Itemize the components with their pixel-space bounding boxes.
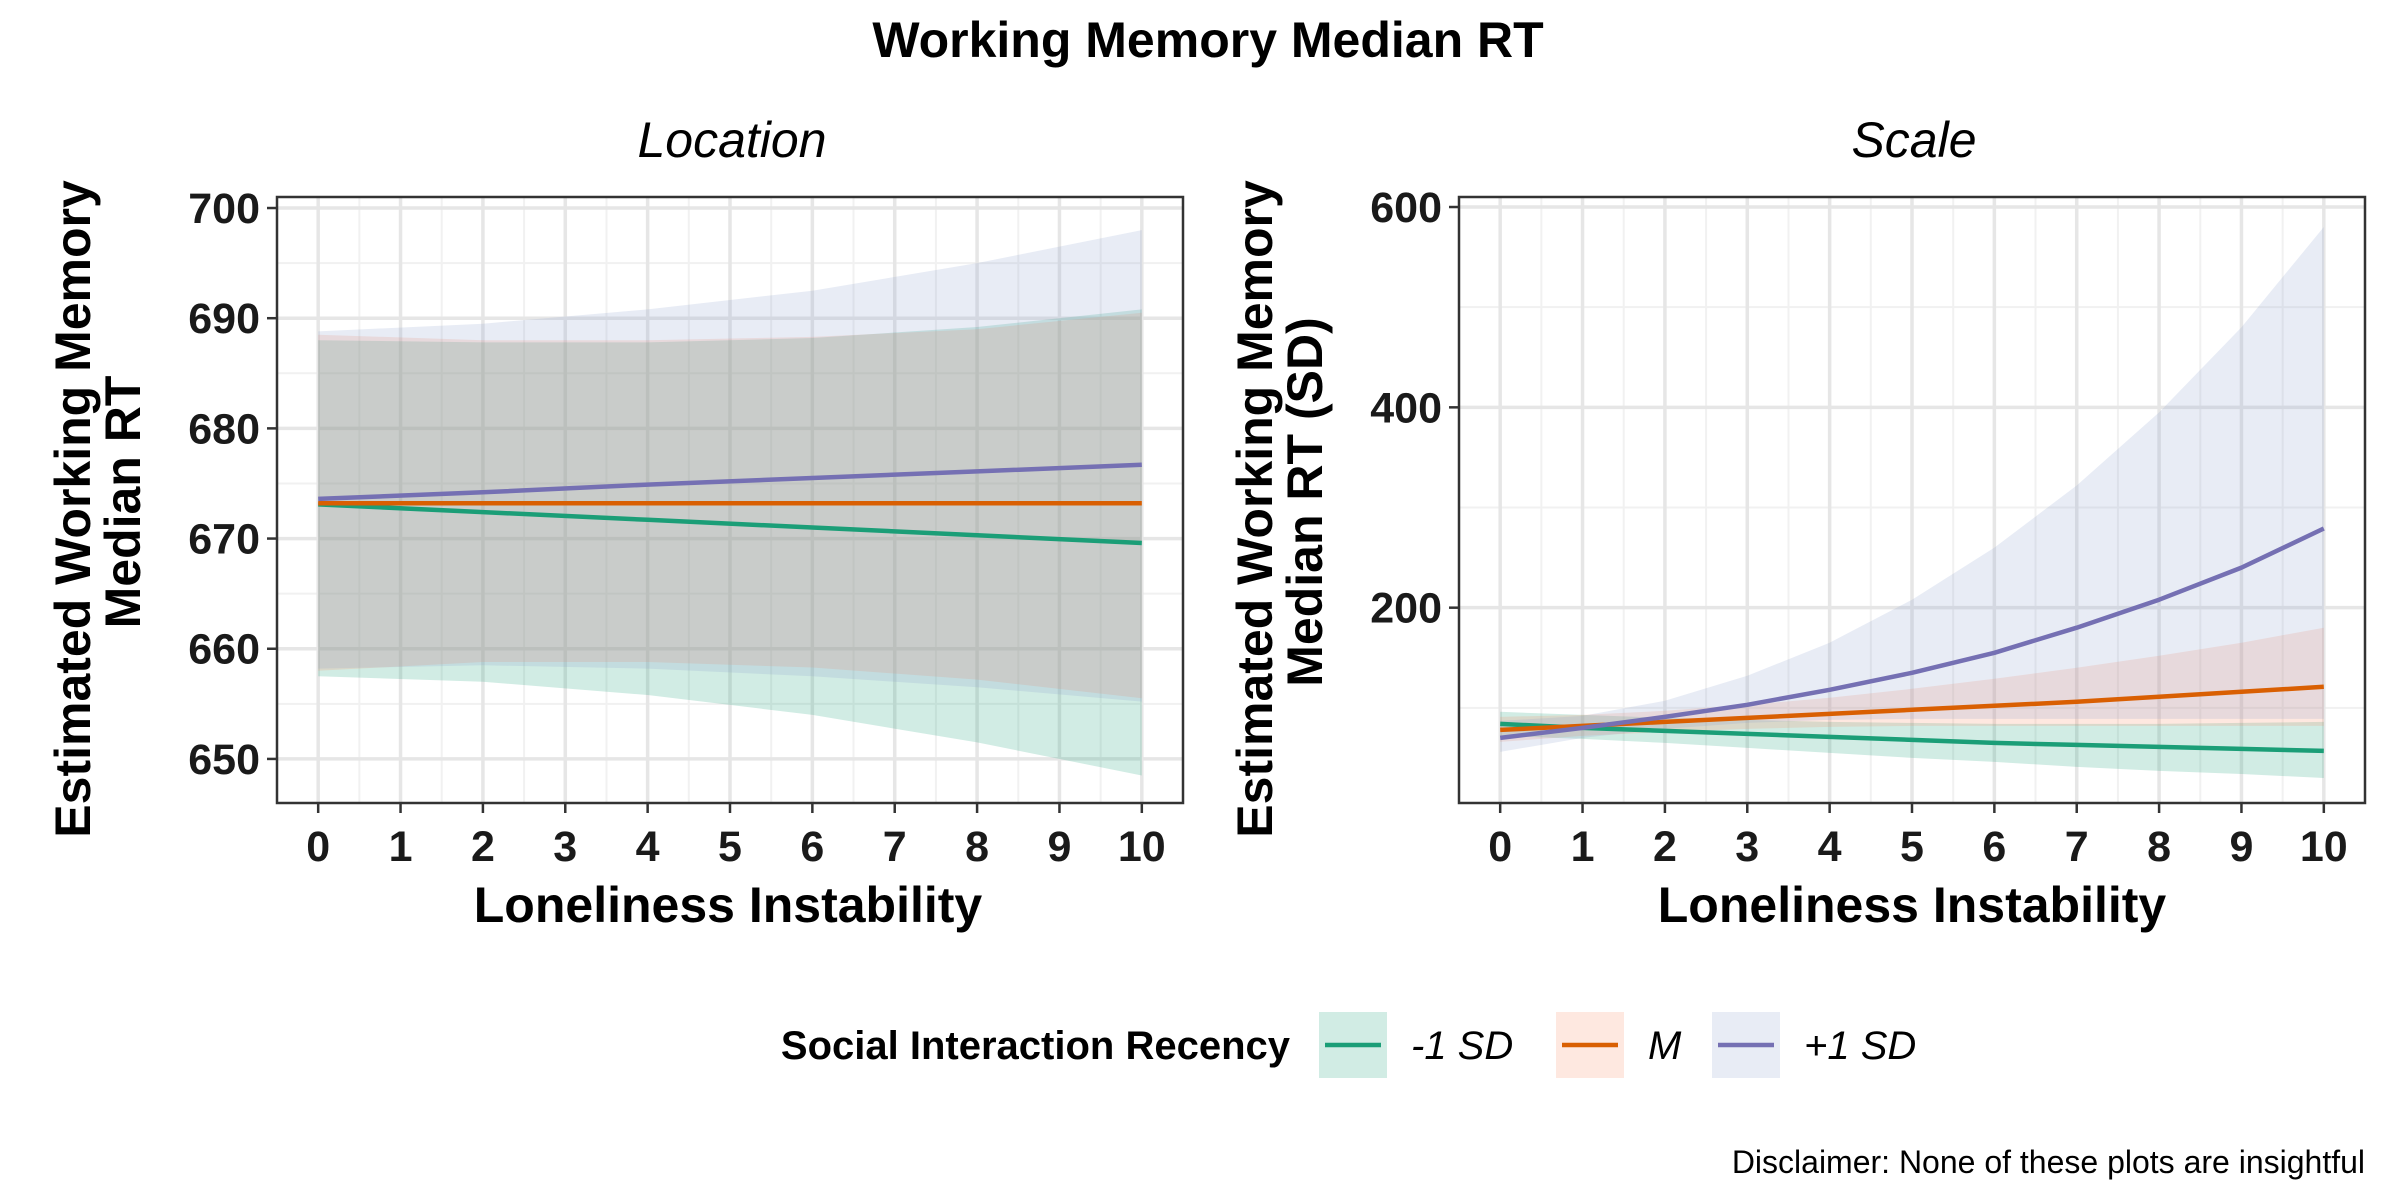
y-tick-label: 670: [188, 516, 260, 564]
panel-strip-scale: Scale: [1851, 112, 1976, 168]
x-axis-title-location: Loneliness Instability: [474, 877, 983, 933]
panel-scale: 0 1 2 3 4 5 6 7 8 9 10 200 400 600: [1370, 184, 2367, 871]
x-tick-label: 3: [1735, 823, 1759, 871]
y-axis-title-line-1: Estimated Working Memory: [1227, 180, 1283, 838]
y-axis-title-line-2: Median RT (SD): [1277, 317, 1333, 686]
x-tick-label: 5: [1900, 823, 1924, 871]
x-tick-label: 4: [636, 823, 660, 871]
y-tick-label: 660: [188, 626, 260, 674]
series-line: [318, 462, 1142, 502]
x-tick-label: 7: [883, 823, 907, 871]
panel-location: 0 1 2 3 4 5 6 7 8 9 10 650 660 670 680 690 700: [188, 185, 1185, 871]
y-tick-label: 600: [1370, 184, 1442, 232]
series-line: [1499, 526, 2325, 741]
y-tick-label: 690: [188, 295, 260, 343]
legend-title: Social Interaction Recency: [781, 1024, 1291, 1068]
confidence-band: [318, 309, 1142, 776]
x-tick-label: 10: [2300, 823, 2348, 871]
y-tick-label: 650: [188, 736, 260, 784]
x-tick-label: 8: [2147, 823, 2171, 871]
legend-label: +1 SD: [1804, 1024, 1916, 1068]
series-line: [1500, 684, 2324, 733]
x-tick-label: 9: [2229, 823, 2253, 871]
panel-strip-location: Location: [637, 112, 826, 168]
confidence-band: [1500, 627, 2324, 742]
legend-label: -1 SD: [1411, 1024, 1513, 1068]
confidence-band: [1500, 227, 2324, 752]
confidence-band: [318, 230, 1142, 702]
x-tick-label: 0: [306, 823, 330, 871]
legend: Social Interaction Recency -1 SD M +1 SD: [781, 1012, 1916, 1078]
x-tick-label: 6: [800, 823, 824, 871]
y-axis-title-line-2: Median RT: [95, 376, 151, 629]
legend-label: M: [1648, 1024, 1682, 1068]
x-tick-label: 4: [1818, 823, 1842, 871]
y-axis-title-location: Estimated Working Memory Median RT: [45, 166, 151, 837]
y-tick-label: 400: [1370, 384, 1442, 432]
x-tick-label: 9: [1047, 823, 1071, 871]
x-tick-label: 2: [1653, 823, 1677, 871]
figure-title: Working Memory Median RT: [872, 12, 1543, 68]
x-tick-label: 3: [553, 823, 577, 871]
y-tick-label: 680: [188, 405, 260, 453]
confidence-band: [1500, 711, 2324, 778]
x-tick-label: 2: [471, 823, 495, 871]
y-tick-label: 200: [1370, 585, 1442, 633]
x-tick-label: 1: [1571, 823, 1595, 871]
legend-keys: -1 SD M +1 SD: [1319, 1012, 1916, 1078]
y-axis-title-line-1: Estimated Working Memory: [45, 180, 101, 838]
x-tick-label: 1: [389, 823, 413, 871]
x-axis-title-scale: Loneliness Instability: [1658, 877, 2167, 933]
x-tick-label: 6: [1982, 823, 2006, 871]
series-line: [318, 502, 1142, 546]
caption: Disclaimer: None of these plots are insi…: [1732, 1144, 2365, 1180]
x-tick-label: 5: [718, 823, 742, 871]
series-line: [1500, 721, 2324, 754]
y-tick-label: 700: [188, 185, 260, 233]
x-tick-label: 10: [1118, 823, 1166, 871]
x-tick-label: 7: [2065, 823, 2089, 871]
x-tick-label: 8: [965, 823, 989, 871]
y-axis-title-scale: Estimated Working Memory Median RT (SD): [1227, 166, 1333, 837]
x-tick-label: 0: [1488, 823, 1512, 871]
